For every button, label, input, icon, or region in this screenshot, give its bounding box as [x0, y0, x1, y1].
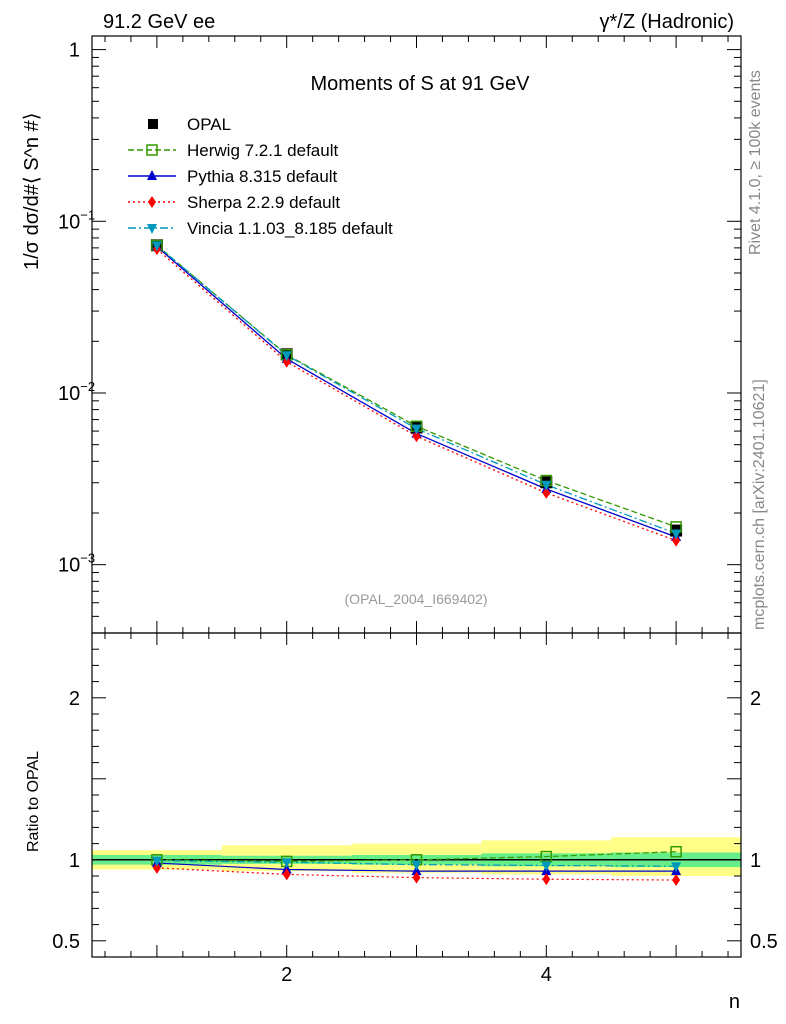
- legend-label-3: Vincia 1.1.03_8.185 default: [187, 219, 393, 238]
- legend-marker-opal: [148, 119, 158, 129]
- series-point-2: [542, 486, 551, 499]
- ratio-point-2: [282, 868, 291, 881]
- axis-ticks: 2 4 1 10−1 10−2 10−3 2 2 1 1 0.5 0.5: [52, 36, 778, 986]
- ratio-point-3: [541, 861, 552, 872]
- ratio-point-2: [412, 871, 421, 884]
- legend-label-0: Herwig 7.2.1 default: [187, 141, 338, 160]
- x-tick-label: 4: [541, 964, 552, 986]
- ratio-frame: [91, 632, 742, 958]
- series-line-3: [156, 244, 677, 535]
- legend-label-opal: OPAL: [187, 115, 231, 134]
- ratio-point-2: [672, 874, 681, 887]
- y-tick-label: 10−1: [58, 207, 95, 233]
- ratio-point-3: [281, 858, 292, 869]
- header-left: 91.2 GeV ee: [103, 11, 215, 33]
- chart-title: Moments of S at 91 GeV: [311, 73, 531, 95]
- x-axis-label: n: [729, 991, 740, 1013]
- series-point-3: [281, 351, 292, 362]
- ratio-y-tick-label: 2: [69, 688, 80, 710]
- ratio-point-3: [671, 862, 682, 873]
- series-lines: [156, 244, 677, 881]
- y-tick-label: 10−3: [58, 551, 95, 577]
- series-point-2: [282, 355, 291, 368]
- series-point-3: [151, 241, 162, 252]
- legend-marker-3: [147, 224, 157, 234]
- x-tick-label: 2: [281, 964, 292, 986]
- ratio-line-0: [156, 851, 677, 863]
- series-point-3: [411, 424, 422, 435]
- y-tick-label: 10−2: [58, 379, 95, 405]
- ratio-line-2: [156, 867, 677, 881]
- ratio-point-3: [411, 860, 422, 871]
- ratio-point-3: [151, 856, 162, 867]
- ratio-point-0: [670, 845, 682, 858]
- series-line-1: [156, 246, 677, 538]
- ratio-y-tick-label-right: 2: [750, 688, 761, 710]
- mcplots-label: mcplots.cern.ch [arXiv:2401.10621]: [751, 379, 768, 630]
- series-point-2: [672, 534, 681, 547]
- y-tick-label: 1: [69, 40, 80, 62]
- analysis-label: (OPAL_2004_I669402): [345, 591, 488, 607]
- series-point-2: [412, 430, 421, 443]
- series-point-3: [541, 480, 552, 491]
- ratio-y-tick-label-right: 1: [750, 850, 761, 872]
- legend-label-2: Sherpa 2.2.9 default: [187, 193, 340, 212]
- ratio-y-tick-label: 0.5: [52, 931, 80, 953]
- ratio-point-2: [542, 873, 551, 886]
- series-markers: [150, 239, 683, 887]
- series-point-3: [671, 529, 682, 540]
- legend-marker-2: [148, 196, 156, 208]
- rivet-version-label: Rivet 4.1.0, ≥ 100k events: [747, 70, 764, 255]
- legend-marker-1: [147, 170, 157, 180]
- legend-marker-0: [146, 144, 158, 156]
- ratio-y-axis-label: Ratio to OPAL: [25, 751, 42, 852]
- ratio-y-tick-label-right: 0.5: [750, 931, 778, 953]
- series-line-2: [156, 248, 677, 542]
- ratio-y-tick-label: 1: [69, 850, 80, 872]
- legend-label-1: Pythia 8.315 default: [187, 167, 338, 186]
- legend: OPAL Herwig 7.2.1 default Pythia 8.315 def…: [128, 115, 393, 238]
- ratio-point-2: [152, 861, 161, 874]
- y-axis-label: 1/σ dσ/d#⟨ S^n #⟩: [21, 112, 43, 270]
- header-right: γ*/Z (Hadronic): [600, 11, 734, 33]
- series-line-0: [156, 244, 677, 528]
